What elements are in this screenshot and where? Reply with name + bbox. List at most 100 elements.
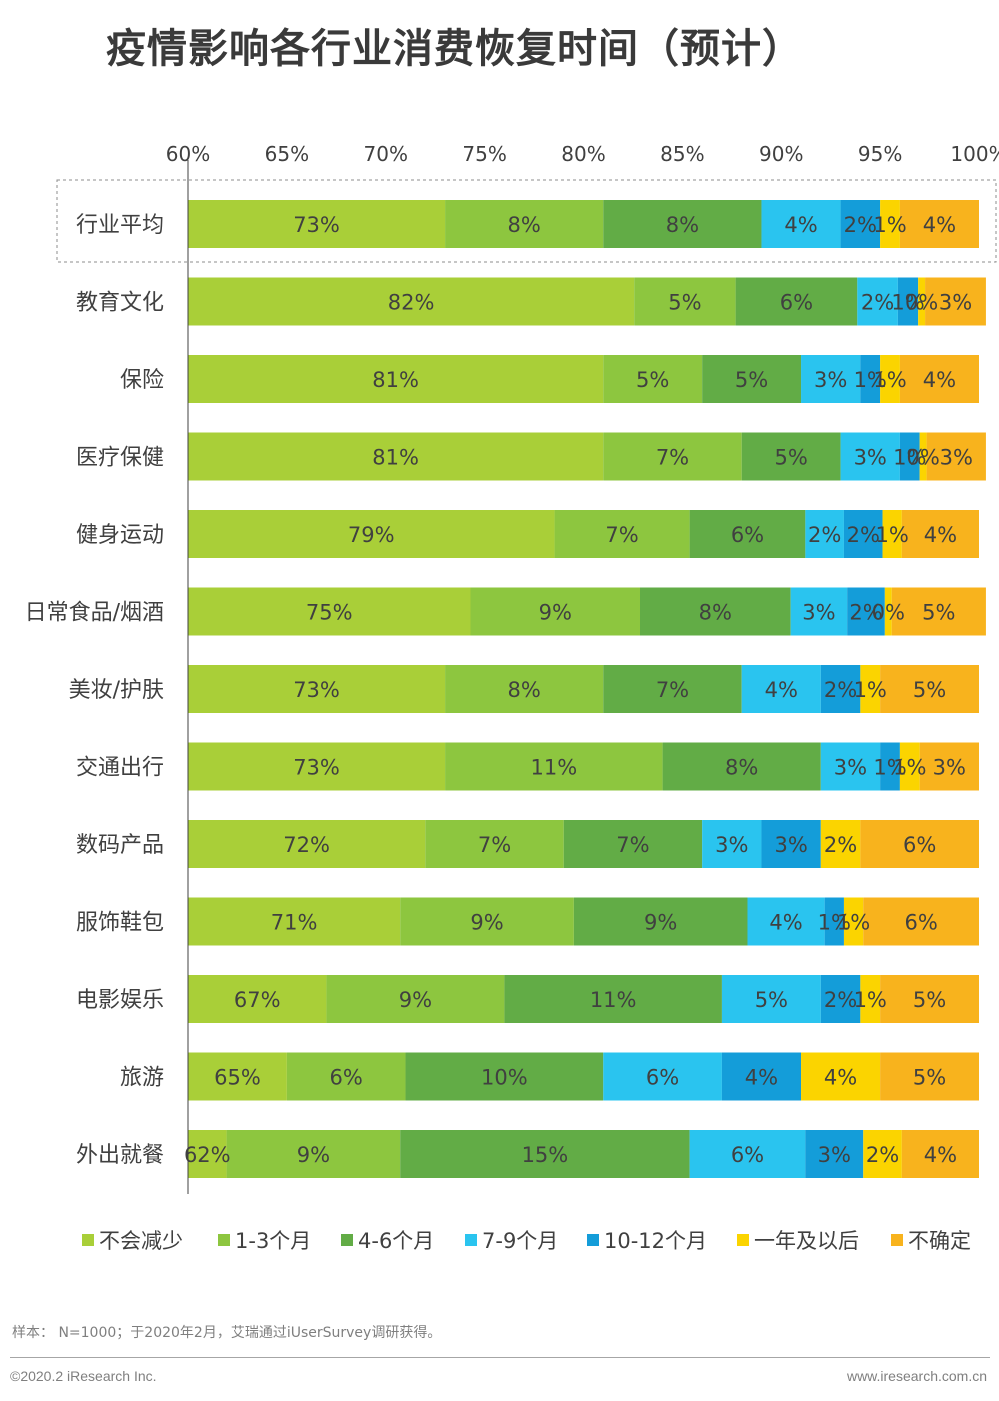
bar-segment [188,742,446,791]
data-label: 10% [481,1066,528,1090]
data-label: 73% [293,756,340,780]
data-label: 71% [271,911,318,935]
data-label: 82% [388,291,435,315]
bar-segment [860,820,979,868]
bar-segment [880,665,979,713]
data-label: 5% [735,368,768,392]
bar-segment [801,355,861,403]
data-label: 4% [924,1143,957,1167]
data-label: 11% [530,756,577,780]
data-label: 2% [849,601,882,625]
data-label: 5% [913,1066,946,1090]
data-label: 8% [666,213,699,237]
bar-segment [603,432,742,481]
bar-segment [188,820,426,868]
data-label: 5% [922,601,955,625]
data-label: 6% [780,291,813,315]
legend-swatch [891,1234,903,1246]
data-label: 6% [646,1066,679,1090]
data-label: 65% [214,1066,261,1090]
bar-segment [840,200,881,248]
legend-swatch [341,1234,353,1246]
x-tick-label: 65% [265,142,309,166]
data-label: 3% [818,1143,851,1167]
bar-segment [689,1130,806,1178]
category-label: 健身运动 [76,523,164,548]
bar-segment [843,510,883,558]
category-label: 行业平均 [76,213,164,238]
legend-swatch [737,1234,749,1246]
data-label: 67% [234,988,281,1012]
bar-segment [188,510,555,558]
data-label: 5% [913,678,946,702]
bar-segment [188,432,604,481]
bar-segment [188,587,471,636]
category-label: 服饰鞋包 [76,911,164,936]
data-label: 9% [399,988,432,1012]
bar-segment [741,665,821,713]
bar-segment [603,355,703,403]
data-label: 4% [784,213,817,237]
data-label: 3% [802,601,835,625]
data-label: 3% [715,833,748,857]
data-label: 79% [348,523,395,547]
bar-segment [400,897,574,946]
bar-segment [741,432,841,481]
category-label: 外出就餐 [76,1143,164,1168]
data-label: 1% [893,446,926,470]
bar-segment [702,355,802,403]
data-label: 3% [933,756,966,780]
data-label: 72% [283,833,330,857]
data-label: 1% [854,678,887,702]
data-label: 5% [636,368,669,392]
data-label: 15% [522,1143,569,1167]
bar-segment [445,200,604,248]
data-label: 8% [508,678,541,702]
bar-segment [880,742,900,791]
data-label: 3% [814,368,847,392]
data-label: 5% [668,291,701,315]
data-label: 1% [854,988,887,1012]
bar-segment [188,665,446,713]
legend-label: 不会减少 [99,1229,183,1253]
data-label: 1% [891,291,924,315]
bar-segment [880,975,979,1023]
data-label: 6% [731,1143,764,1167]
website-link[interactable]: www.iresearch.com.cn [846,1368,987,1384]
bar-segment [689,510,806,558]
bar-segment [563,820,703,868]
copyright-text: ©2020.2 iResearch Inc. [10,1368,157,1384]
data-label: 1% [854,368,887,392]
bar-segment [880,200,900,248]
bar-segment [899,355,979,403]
bar-segment [919,742,979,791]
bar-segment [790,587,848,636]
bar-segment [405,1052,604,1101]
data-label: 5% [913,988,946,1012]
data-label: 2% [866,1143,899,1167]
highlight-box [56,179,997,263]
legend-swatch [82,1234,94,1246]
bar-segment [882,510,902,558]
bar-segment [925,277,986,326]
data-label: 6% [330,1066,363,1090]
bar-segment [918,277,926,326]
bar-segment [820,975,861,1023]
data-label: 3% [940,446,973,470]
bar-segment [188,1052,287,1101]
bar-segment [188,975,327,1023]
bar-segment [226,1130,401,1178]
legend-swatch [218,1234,230,1246]
bar-segment [880,355,900,403]
bar-segment [926,432,986,481]
legend-label: 一年及以后 [754,1229,859,1253]
data-label: 5% [774,446,807,470]
data-label: 9% [644,911,677,935]
bar-segment [880,1052,979,1101]
bar-segment [891,587,986,636]
bar-segment [603,665,742,713]
chart-title: 疫情影响各行业消费恢复时间（预计） [106,26,803,72]
bar-segment [897,277,919,326]
data-label: 4% [769,911,802,935]
bar-segment [702,820,762,868]
